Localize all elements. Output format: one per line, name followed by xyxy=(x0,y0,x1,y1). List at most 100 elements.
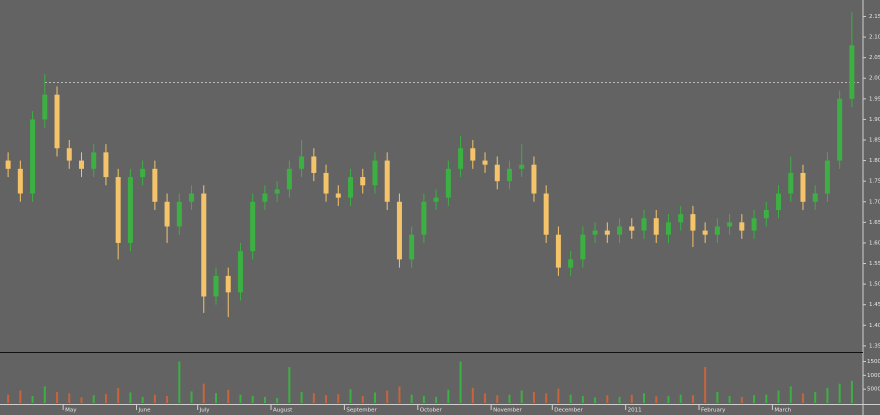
candle-body xyxy=(776,193,782,210)
candle-body xyxy=(30,119,36,194)
candle-body xyxy=(519,164,525,169)
volume-bar xyxy=(422,395,425,403)
candle-body xyxy=(580,234,586,260)
volume-bar xyxy=(777,390,780,403)
candle-body xyxy=(323,172,329,194)
volume-bar xyxy=(166,396,169,403)
y-tick-label: 1.50 xyxy=(869,282,880,288)
candle-body xyxy=(788,172,794,194)
volume-bar xyxy=(373,392,376,403)
candle-body xyxy=(543,193,549,235)
candle-body xyxy=(274,189,280,194)
candle-body xyxy=(5,160,11,169)
volume-bar xyxy=(398,386,401,403)
volume-bar xyxy=(92,395,95,403)
volume-bar xyxy=(410,394,413,403)
candle-body xyxy=(763,210,769,219)
volume-bar xyxy=(349,389,352,403)
candle-body xyxy=(164,201,170,227)
volume-bar xyxy=(667,395,670,403)
y-tick-label: 2.00 xyxy=(869,76,880,82)
candle-body xyxy=(262,193,268,202)
candle-body xyxy=(311,156,317,173)
volume-bar xyxy=(129,392,132,403)
candle-body xyxy=(445,168,451,198)
candle-body xyxy=(250,201,256,252)
candle-body xyxy=(396,201,402,260)
candle-body xyxy=(531,164,537,194)
y-tick-label: 1.90 xyxy=(869,117,880,123)
candle-body xyxy=(665,222,671,235)
candle-body xyxy=(837,98,843,161)
volume-bar xyxy=(630,394,633,403)
volume-tick-label: 150000 xyxy=(867,359,880,365)
candle-body xyxy=(702,230,708,235)
candle-body xyxy=(299,156,305,169)
volume-bar xyxy=(569,394,572,403)
volume-bar xyxy=(520,390,523,403)
volume-bar xyxy=(728,396,731,403)
x-tick-label: September xyxy=(346,408,377,414)
volume-bar xyxy=(789,386,792,403)
candle-body xyxy=(604,230,610,235)
y-tick-label: 1.75 xyxy=(869,179,880,185)
candle-body xyxy=(494,164,500,182)
volume-bar xyxy=(716,391,719,403)
volume-bar xyxy=(850,380,853,403)
volume-bar xyxy=(202,383,205,403)
volume-bar xyxy=(435,396,438,403)
volume-bar xyxy=(239,394,242,403)
y-tick-label: 1.40 xyxy=(869,323,880,329)
volume-bar xyxy=(753,395,756,403)
candle-body xyxy=(42,94,48,120)
candle-body xyxy=(470,148,476,161)
candle-body xyxy=(824,160,830,194)
volume-bar xyxy=(606,395,609,403)
candle-body xyxy=(458,148,464,169)
volume-bar xyxy=(801,393,804,403)
candle-body xyxy=(286,168,292,190)
candle-body xyxy=(678,214,684,223)
candle-body xyxy=(800,172,806,202)
volume-bar xyxy=(300,391,303,403)
volume-tick-label: 50000 xyxy=(867,387,880,393)
candle-body xyxy=(849,45,855,99)
x-tick-label: December xyxy=(554,408,583,414)
volume-bar xyxy=(740,396,743,403)
volume-bar xyxy=(325,395,328,403)
x-tick-label: March xyxy=(774,408,791,414)
candle-body xyxy=(348,177,354,198)
volume-bar xyxy=(532,391,535,403)
volume-bar xyxy=(215,393,217,403)
volume-bar xyxy=(386,390,389,403)
y-tick-label: 1.80 xyxy=(869,158,880,164)
candle-body xyxy=(152,168,158,202)
x-tick-label: November xyxy=(493,408,522,414)
volume-bar xyxy=(288,367,291,403)
y-tick-label: 1.65 xyxy=(869,220,880,226)
candle-body xyxy=(54,94,60,149)
y-tick-label: 1.55 xyxy=(869,261,880,267)
volume-bar xyxy=(190,391,193,403)
x-tick-label: June xyxy=(138,408,152,414)
volume-bar xyxy=(704,367,707,403)
candle-body xyxy=(690,214,696,231)
volume-bar xyxy=(643,393,645,403)
y-tick-label: 2.05 xyxy=(869,55,880,61)
volume-bar xyxy=(251,395,254,403)
volume-bar xyxy=(337,394,340,403)
volume-bar xyxy=(508,394,511,403)
volume-bar xyxy=(153,394,156,403)
volume-bar xyxy=(594,397,597,403)
volume-bar xyxy=(227,389,230,403)
y-tick-label: 1.70 xyxy=(869,199,880,205)
candle-body xyxy=(641,218,647,231)
candle-body xyxy=(225,275,231,293)
volume-bar xyxy=(31,396,34,403)
candle-body xyxy=(201,193,207,297)
candle-body xyxy=(335,193,341,198)
x-tick-label: 2011 xyxy=(628,408,642,414)
volume-bar xyxy=(104,394,107,403)
